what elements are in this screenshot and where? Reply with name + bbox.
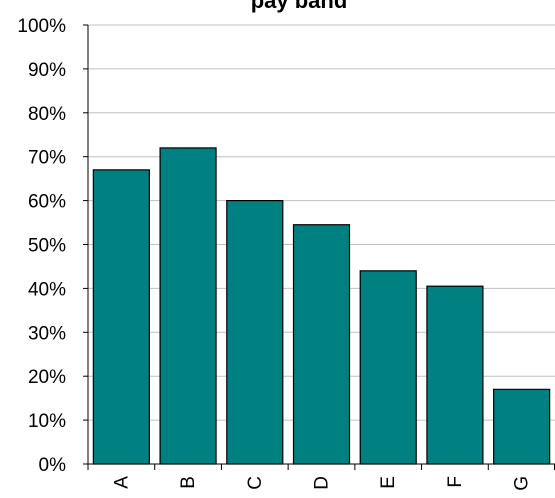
y-tick-label: 30% — [28, 323, 66, 344]
bar — [92, 169, 150, 465]
chart-title: pay band — [251, 0, 348, 13]
y-tick-label: 50% — [28, 236, 66, 257]
y-tick-label: 90% — [28, 60, 66, 81]
x-tick-label: C — [245, 476, 266, 490]
y-tick-label: 10% — [28, 411, 66, 432]
bars — [92, 147, 551, 465]
y-tick-label: 100% — [17, 16, 66, 37]
bar — [426, 285, 484, 465]
y-axis-ticks: 0% 10% 20% 30% 40% 50% 60% 70% 80% 90% 100% — [17, 16, 88, 476]
bar — [493, 388, 551, 465]
y-tick-label: 70% — [28, 148, 66, 169]
y-tick-label: 60% — [28, 192, 66, 213]
x-tick-label: B — [178, 476, 199, 489]
x-tick-label: E — [378, 476, 399, 489]
x-tick-label: F — [445, 476, 466, 488]
bar — [359, 270, 417, 465]
x-tick-label: D — [312, 476, 333, 490]
bar — [159, 147, 217, 465]
bar — [226, 200, 284, 465]
x-axis-ticks: A B C D E F G — [87, 464, 555, 491]
x-tick-label: G — [512, 476, 533, 491]
bar — [292, 224, 351, 465]
y-tick-label: 40% — [28, 279, 66, 300]
y-tick-label: 20% — [28, 367, 66, 388]
x-tick-label: A — [111, 476, 132, 489]
y-tick-label: 0% — [39, 455, 67, 476]
y-tick-label: 80% — [28, 104, 66, 125]
